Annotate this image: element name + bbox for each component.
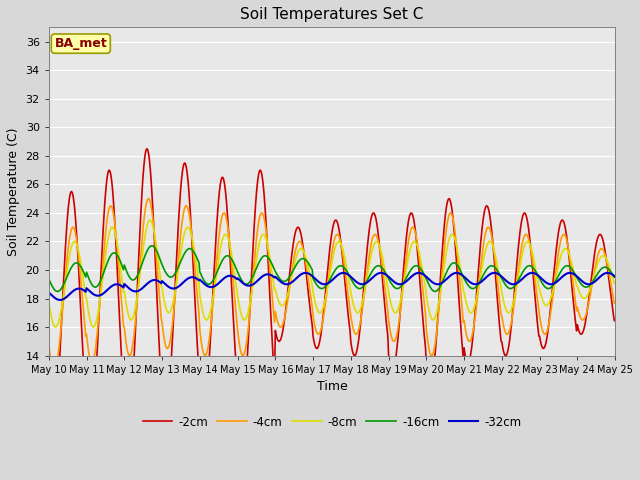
Line: -32cm: -32cm <box>49 273 614 300</box>
-32cm <box>172 285 179 291</box>
-32cm <box>611 273 618 279</box>
-2cm <box>56 353 63 359</box>
-8cm <box>611 281 618 287</box>
-16cm <box>419 268 426 274</box>
-32cm <box>202 282 209 288</box>
Title: Soil Temperatures Set C: Soil Temperatures Set C <box>240 7 424 22</box>
-8cm <box>172 282 180 288</box>
-8cm <box>114 246 122 252</box>
Line: -2cm: -2cm <box>49 149 614 434</box>
Text: BA_met: BA_met <box>54 37 107 50</box>
-4cm <box>172 281 180 287</box>
-4cm <box>402 258 410 264</box>
-2cm <box>143 146 151 152</box>
-16cm <box>148 243 156 249</box>
-2cm <box>114 282 122 288</box>
-16cm <box>172 269 180 275</box>
Line: -8cm: -8cm <box>49 220 614 327</box>
-16cm <box>45 276 52 282</box>
Legend: -2cm, -4cm, -8cm, -16cm, -32cm: -2cm, -4cm, -8cm, -16cm, -32cm <box>138 411 526 433</box>
-8cm <box>52 324 60 330</box>
-4cm <box>45 341 52 347</box>
-2cm <box>172 263 180 268</box>
-2cm <box>611 318 618 324</box>
-4cm <box>202 352 210 358</box>
-32cm <box>402 279 410 285</box>
-4cm <box>56 337 63 343</box>
-16cm <box>611 274 618 280</box>
-32cm <box>419 271 426 277</box>
Y-axis label: Soil Temperature (C): Soil Temperature (C) <box>7 127 20 256</box>
-8cm <box>45 300 52 305</box>
-16cm <box>202 280 210 286</box>
-16cm <box>56 288 63 293</box>
-4cm <box>611 300 618 306</box>
-2cm <box>402 239 410 245</box>
-2cm <box>202 393 210 399</box>
-32cm <box>114 282 122 288</box>
-16cm <box>114 253 122 259</box>
-32cm <box>45 289 52 295</box>
-32cm <box>301 270 309 276</box>
-2cm <box>419 311 426 317</box>
-4cm <box>51 367 58 373</box>
-32cm <box>56 297 63 303</box>
X-axis label: Time: Time <box>317 380 348 393</box>
-4cm <box>114 254 122 260</box>
-4cm <box>145 196 152 202</box>
-8cm <box>202 317 210 323</box>
-8cm <box>147 217 154 223</box>
-4cm <box>419 284 426 289</box>
-8cm <box>419 267 426 273</box>
-32cm <box>55 297 63 303</box>
-16cm <box>54 288 61 294</box>
Line: -4cm: -4cm <box>49 199 614 370</box>
-16cm <box>402 276 410 282</box>
-8cm <box>56 314 63 320</box>
-8cm <box>402 268 410 274</box>
Line: -16cm: -16cm <box>49 246 614 291</box>
-2cm <box>49 431 56 437</box>
-2cm <box>45 408 52 414</box>
